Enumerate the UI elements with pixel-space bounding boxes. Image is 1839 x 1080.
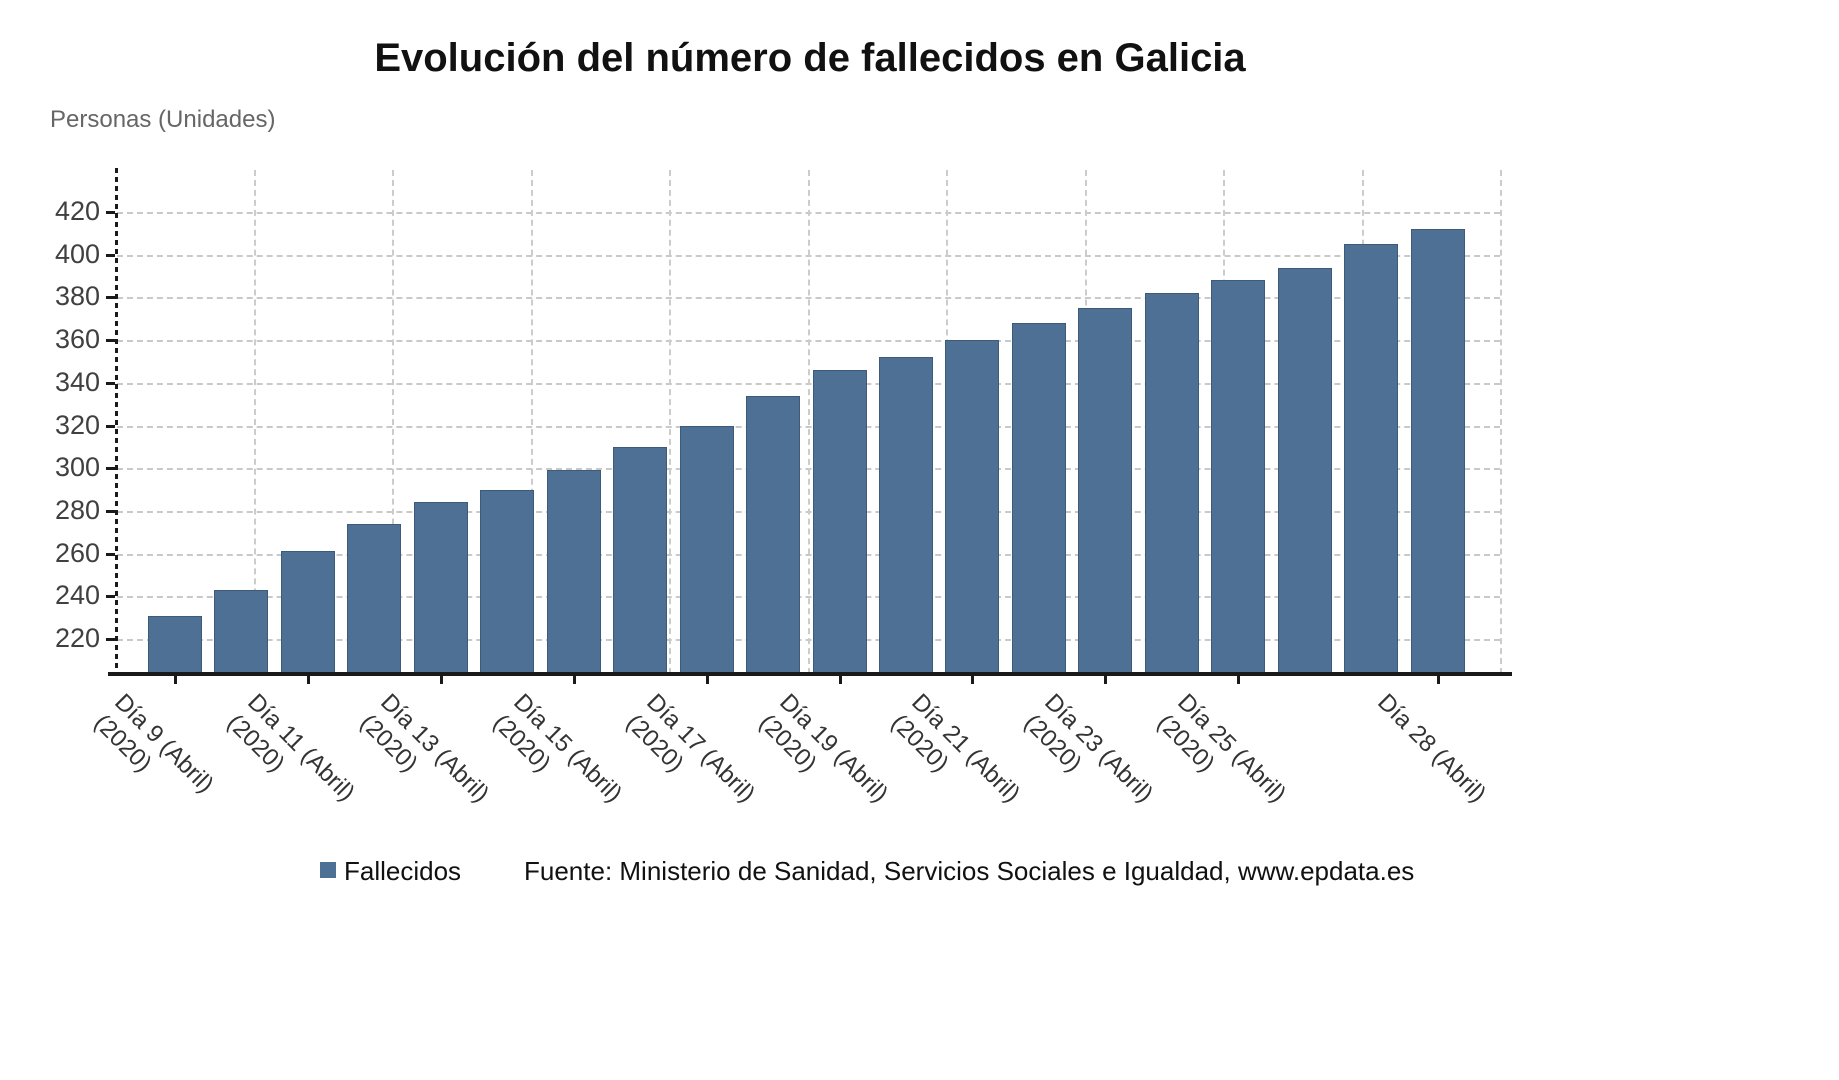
y-tick-label: 340 bbox=[54, 366, 100, 397]
bar-dia--19-2020-[interactable] bbox=[813, 370, 867, 674]
y-tick-label: 380 bbox=[54, 281, 100, 312]
y-axis-line bbox=[115, 168, 118, 674]
y-tick-mark bbox=[106, 638, 115, 641]
x-tick-label: Día 13 (Abril) (2020) bbox=[354, 688, 495, 808]
bar-dia--9-2020-[interactable] bbox=[148, 616, 202, 674]
y-tick-mark bbox=[106, 339, 115, 343]
bar-dia--11-2020-[interactable] bbox=[281, 551, 335, 674]
legend-item-fallecidos[interactable]: Fallecidos bbox=[344, 856, 462, 886]
bar-dia--26-2020-[interactable] bbox=[1278, 268, 1332, 674]
y-tick-mark bbox=[106, 424, 115, 428]
bar-dia--16-2020-[interactable] bbox=[613, 447, 667, 674]
bar-dia--15-2020-[interactable] bbox=[547, 470, 601, 674]
x-tick-mark bbox=[1104, 676, 1107, 684]
bar-dia--12-2020-[interactable] bbox=[347, 524, 401, 674]
y-tick-label: 320 bbox=[54, 409, 100, 440]
x-tick-label: Día 9 (Abril) (2020) bbox=[88, 688, 219, 799]
y-tick-mark bbox=[106, 595, 115, 599]
bar-dia--27-2020-[interactable] bbox=[1344, 244, 1398, 674]
y-tick-mark bbox=[106, 467, 115, 471]
bar-dia--18-2020-[interactable] bbox=[746, 396, 800, 674]
y-tick-mark bbox=[106, 296, 115, 300]
x-tick-mark bbox=[440, 676, 443, 684]
chart-title: Evolución del número de fallecidos en Ga… bbox=[374, 36, 1246, 80]
legend-marker-square bbox=[320, 862, 336, 878]
x-tick-mark bbox=[174, 676, 177, 684]
x-tick-label: Día 23 (Abril) (2020) bbox=[1018, 688, 1159, 808]
bar-dia--10-2020-[interactable] bbox=[214, 590, 268, 674]
y-tick-mark bbox=[106, 509, 115, 513]
x-tick-mark bbox=[839, 676, 842, 684]
y-axis-title: Personas (Unidades) bbox=[50, 106, 276, 133]
x-tick-label: Día 17 (Abril) (2020) bbox=[620, 688, 761, 808]
x-tick-label: Día 28 (Abril) bbox=[1372, 688, 1492, 808]
x-tick-mark bbox=[706, 676, 709, 684]
y-tick-label: 300 bbox=[54, 452, 100, 483]
bar-dia--23-2020-[interactable] bbox=[1078, 308, 1132, 674]
x-gridline bbox=[531, 170, 533, 674]
y-tick-mark bbox=[106, 253, 115, 257]
x-gridline bbox=[392, 170, 394, 674]
x-tick-label: Día 21 (Abril) (2020) bbox=[885, 688, 1026, 808]
y-tick-mark bbox=[106, 552, 115, 556]
x-tick-mark bbox=[971, 676, 974, 684]
x-gridline bbox=[254, 170, 256, 674]
x-axis-line bbox=[108, 672, 1512, 676]
bar-dia--13-2020-[interactable] bbox=[414, 502, 468, 674]
x-tick-label: Día 25 (Abril) (2020) bbox=[1151, 688, 1292, 808]
x-tick-label: Día 19 (Abril) (2020) bbox=[753, 688, 894, 808]
y-tick-label: 260 bbox=[54, 537, 100, 568]
y-tick-label: 240 bbox=[54, 580, 100, 611]
legend: Fallecidos Fuente: Ministerio de Sanidad… bbox=[0, 856, 1839, 896]
bar-dia--28-[interactable] bbox=[1411, 229, 1465, 674]
x-gridline bbox=[1500, 170, 1502, 674]
x-tick-label: Día 11 (Abril) (2020) bbox=[221, 688, 361, 807]
y-tick-mark bbox=[106, 381, 115, 385]
y-tick-label: 220 bbox=[54, 623, 100, 653]
x-gridline bbox=[669, 170, 671, 674]
x-tick-mark bbox=[1437, 676, 1440, 684]
x-gridline bbox=[808, 170, 810, 674]
source-attribution: Fuente: Ministerio de Sanidad, Servicios… bbox=[524, 856, 1415, 886]
bar-dia--24-2020-[interactable] bbox=[1145, 293, 1199, 674]
bar-dia--22-2020-[interactable] bbox=[1012, 323, 1066, 674]
y-tick-label: 280 bbox=[54, 494, 100, 525]
y-tick-label: 360 bbox=[54, 324, 100, 355]
x-tick-label: Día 15 (Abril) (2020) bbox=[487, 688, 628, 808]
x-tick-mark bbox=[307, 676, 310, 684]
bar-dia--14-2020-[interactable] bbox=[480, 490, 534, 674]
y-tick-label: 400 bbox=[54, 238, 100, 269]
bar-dia--21-2020-[interactable] bbox=[945, 340, 999, 674]
x-tick-mark bbox=[573, 676, 576, 684]
bar-dia--25-2020-[interactable] bbox=[1211, 280, 1265, 674]
bar-dia--17-2020-[interactable] bbox=[680, 426, 734, 675]
x-tick-mark bbox=[1237, 676, 1240, 684]
y-tick-mark bbox=[106, 211, 115, 214]
bar-dia--20-2020-[interactable] bbox=[879, 357, 933, 674]
y-tick-label: 420 bbox=[54, 196, 100, 226]
